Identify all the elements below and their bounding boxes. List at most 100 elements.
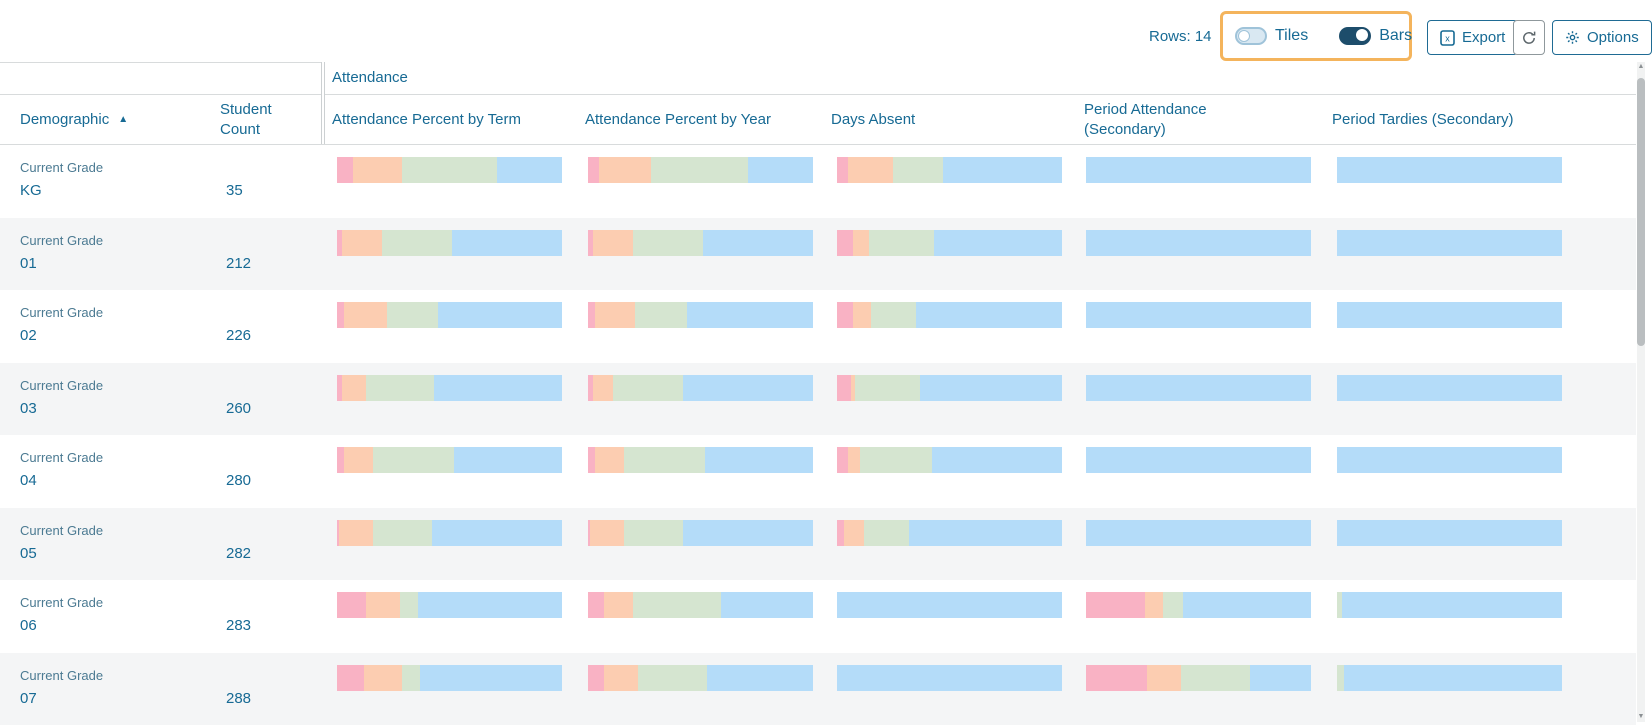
bars-toggle[interactable]: Bars bbox=[1339, 27, 1412, 45]
column-header-student-count[interactable]: Student Count bbox=[220, 100, 272, 138]
scroll-up-icon[interactable]: ▲ bbox=[1637, 63, 1645, 70]
stacked-bar-period-attendance[interactable] bbox=[1086, 664, 1311, 691]
table-row[interactable]: Current Grade 03 260 bbox=[0, 362, 1636, 435]
options-button-label: Options bbox=[1587, 29, 1639, 46]
stacked-bar-period-attendance[interactable] bbox=[1086, 447, 1311, 473]
stacked-bar-year[interactable] bbox=[588, 229, 813, 256]
stacked-bar-term[interactable] bbox=[337, 229, 562, 256]
stacked-bar-term[interactable] bbox=[337, 519, 562, 546]
vertical-scrollbar[interactable]: ▲ ▼ bbox=[1637, 62, 1645, 722]
bar-segment-green bbox=[651, 157, 748, 183]
stacked-bar-year[interactable] bbox=[588, 374, 813, 401]
stacked-bar-period-attendance[interactable] bbox=[1086, 519, 1311, 546]
bar-segment-green bbox=[859, 447, 932, 473]
bar-segment-pink bbox=[588, 447, 595, 473]
bar-segment-green bbox=[864, 519, 909, 546]
scroll-down-icon[interactable]: ▼ bbox=[1637, 713, 1645, 720]
table-row[interactable]: Current Grade 04 280 bbox=[0, 435, 1636, 508]
stacked-bar-term[interactable] bbox=[337, 592, 562, 618]
bar-segment-blue bbox=[942, 157, 1062, 183]
stacked-bar-period-tardies[interactable] bbox=[1337, 664, 1562, 691]
stacked-bar-days-absent[interactable] bbox=[837, 157, 1062, 183]
stacked-bar-period-attendance[interactable] bbox=[1086, 157, 1311, 183]
stacked-bar-year[interactable] bbox=[588, 302, 813, 328]
bar-segment-pink bbox=[588, 229, 593, 256]
scrollbar-thumb[interactable] bbox=[1637, 78, 1645, 346]
bar-segment-pink bbox=[337, 592, 367, 618]
attendance-group-header: Attendance bbox=[332, 69, 408, 86]
bar-segment-pink bbox=[337, 302, 344, 328]
stacked-bar-days-absent[interactable] bbox=[837, 229, 1062, 256]
stacked-bar-term[interactable] bbox=[337, 447, 562, 473]
bar-segment-green bbox=[382, 229, 452, 256]
stacked-bar-days-absent[interactable] bbox=[837, 519, 1062, 546]
column-header-attendance-percent-by-term[interactable]: Attendance Percent by Term bbox=[332, 110, 521, 128]
stacked-bar-period-tardies[interactable] bbox=[1337, 374, 1562, 401]
stacked-bar-period-attendance[interactable] bbox=[1086, 592, 1311, 618]
stacked-bar-period-tardies[interactable] bbox=[1337, 157, 1562, 183]
bar-segment-green bbox=[868, 229, 934, 256]
column-header-period-tardies[interactable]: Period Tardies (Secondary) bbox=[1332, 110, 1514, 128]
stacked-bar-period-attendance[interactable] bbox=[1086, 302, 1311, 328]
column-header-attendance-percent-by-year[interactable]: Attendance Percent by Year bbox=[585, 110, 771, 128]
tiles-switch-icon[interactable] bbox=[1235, 27, 1267, 45]
bar-segment-blue bbox=[1086, 374, 1311, 401]
stacked-bar-year[interactable] bbox=[588, 664, 813, 691]
refresh-button[interactable] bbox=[1513, 20, 1545, 55]
bar-segment-blue bbox=[431, 519, 562, 546]
stacked-bar-days-absent[interactable] bbox=[837, 302, 1062, 328]
stacked-bar-period-tardies[interactable] bbox=[1337, 519, 1562, 546]
export-button[interactable]: x Export bbox=[1427, 20, 1519, 55]
table-row[interactable]: Current Grade 07 288 bbox=[0, 652, 1636, 725]
stacked-bar-year[interactable] bbox=[588, 447, 813, 473]
bar-segment-blue bbox=[837, 592, 1062, 618]
stacked-bar-period-attendance[interactable] bbox=[1086, 374, 1311, 401]
table-row[interactable]: Current Grade 06 283 bbox=[0, 580, 1636, 653]
bar-segment-blue bbox=[1086, 302, 1311, 328]
stacked-bar-days-absent[interactable] bbox=[837, 447, 1062, 473]
table-row[interactable]: Current Grade KG 35 bbox=[0, 145, 1636, 218]
stacked-bar-period-tardies[interactable] bbox=[1337, 229, 1562, 256]
bar-segment-pink bbox=[837, 519, 844, 546]
stacked-bar-period-attendance[interactable] bbox=[1086, 229, 1311, 256]
bar-segment-green bbox=[386, 302, 439, 328]
bar-segment-salmon bbox=[852, 302, 871, 328]
stacked-bar-year[interactable] bbox=[588, 157, 813, 183]
stacked-bar-days-absent[interactable] bbox=[837, 664, 1062, 691]
column-header-demographic[interactable]: Demographic ▲ bbox=[20, 95, 190, 145]
stacked-bar-days-absent[interactable] bbox=[837, 592, 1062, 618]
bar-segment-green bbox=[366, 374, 434, 401]
options-button[interactable]: Options bbox=[1552, 20, 1652, 55]
stacked-bar-period-tardies[interactable] bbox=[1337, 592, 1562, 618]
stacked-bar-year[interactable] bbox=[588, 592, 813, 618]
stacked-bar-term[interactable] bbox=[337, 664, 562, 691]
bar-segment-green bbox=[870, 302, 916, 328]
bars-switch-icon[interactable] bbox=[1339, 27, 1372, 45]
bar-segment-salmon bbox=[366, 592, 400, 618]
bar-segment-green bbox=[855, 374, 921, 401]
column-header-period-attendance[interactable]: Period Attendance (Secondary) bbox=[1084, 100, 1207, 138]
table-row[interactable]: Current Grade 01 212 bbox=[0, 217, 1636, 290]
stacked-bar-period-tardies[interactable] bbox=[1337, 302, 1562, 328]
demographic-type-label: Current Grade bbox=[20, 377, 104, 393]
bar-segment-salmon bbox=[343, 447, 373, 473]
column-header-demographic-label: Demographic bbox=[20, 110, 110, 128]
table-row[interactable]: Current Grade 05 282 bbox=[0, 507, 1636, 580]
stacked-bar-term[interactable] bbox=[337, 374, 562, 401]
bar-segment-blue bbox=[702, 229, 813, 256]
bar-segment-blue bbox=[915, 302, 1062, 328]
stacked-bar-year[interactable] bbox=[588, 519, 813, 546]
table-row[interactable]: Current Grade 02 226 bbox=[0, 290, 1636, 363]
stacked-bar-period-tardies[interactable] bbox=[1337, 447, 1562, 473]
bar-segment-pink bbox=[588, 157, 600, 183]
bar-segment-blue bbox=[909, 519, 1062, 546]
stacked-bar-term[interactable] bbox=[337, 302, 562, 328]
bar-segment-blue bbox=[705, 447, 813, 473]
bar-segment-blue bbox=[1086, 447, 1311, 473]
student-count-value: 283 bbox=[226, 617, 252, 634]
stacked-bar-days-absent[interactable] bbox=[837, 374, 1062, 401]
column-header-days-absent[interactable]: Days Absent bbox=[831, 110, 916, 128]
tiles-toggle[interactable]: Tiles bbox=[1235, 27, 1308, 45]
stacked-bar-term[interactable] bbox=[337, 157, 562, 183]
